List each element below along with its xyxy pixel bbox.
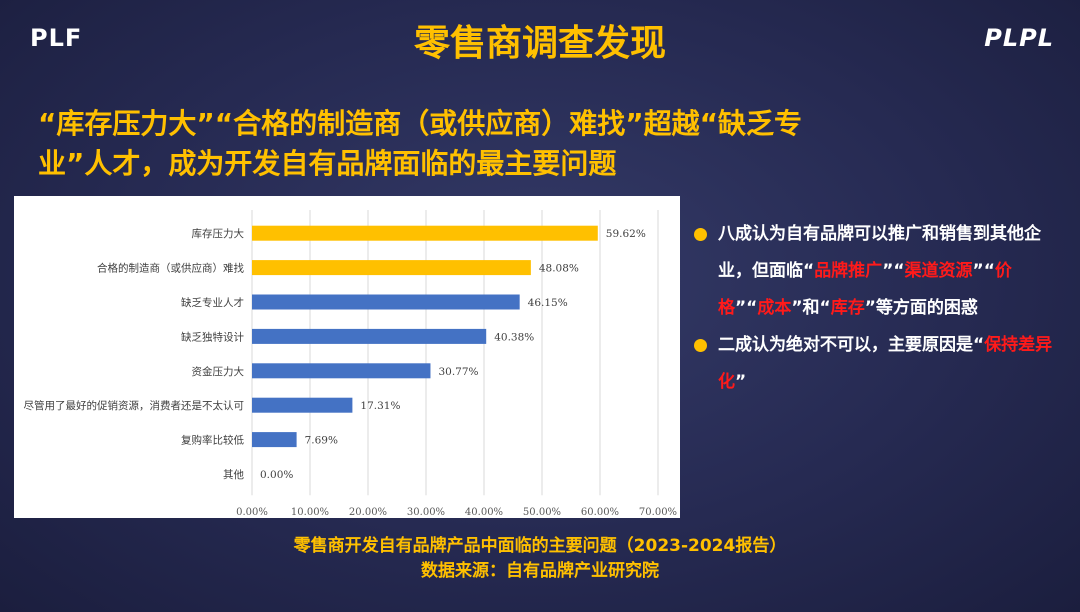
bullet-segment: 二成认为绝对不可以，主要原因是“ xyxy=(718,335,985,355)
highlight-keyword: 价格 xyxy=(718,261,1012,318)
headline: “库存压力大”“合格的制造商（或供应商）难找”超越“缺乏专 业”人才，成为开发自… xyxy=(38,104,958,184)
value-label: 7.69% xyxy=(305,435,338,447)
bar xyxy=(252,294,520,310)
bar xyxy=(252,397,353,413)
category-label: 复购率比较低 xyxy=(181,434,244,447)
category-label: 合格的制造商（或供应商）难找 xyxy=(97,262,244,275)
bullet-segment: ”等方面的困惑 xyxy=(864,298,978,318)
bar xyxy=(252,328,487,344)
value-label: 48.08% xyxy=(539,263,579,275)
category-label: 库存压力大 xyxy=(192,227,245,240)
bullet-text-2: 二成认为绝对不可以，主要原因是“保持差异化” xyxy=(718,335,1052,392)
page-title: 零售商调查发现 xyxy=(413,23,666,64)
bullet-item-2: 二成认为绝对不可以，主要原因是“保持差异化” xyxy=(692,327,1062,401)
value-label: 17.31% xyxy=(360,400,400,412)
brand-logo-left: PLF xyxy=(30,24,83,52)
bullet-segment: ”“ xyxy=(735,298,758,318)
x-tick-label: 60.00% xyxy=(581,507,619,518)
bar xyxy=(252,432,297,448)
category-label: 缺乏独特设计 xyxy=(181,330,244,343)
highlight-keyword: 品牌推广 xyxy=(814,261,883,281)
headline-line-1: “库存压力大”“合格的制造商（或供应商）难找”超越“缺乏专 xyxy=(38,107,803,140)
x-tick-label: 50.00% xyxy=(523,507,561,518)
value-label: 40.38% xyxy=(494,331,534,343)
x-tick-label: 30.00% xyxy=(407,507,445,518)
highlight-keyword: 库存 xyxy=(830,298,865,318)
x-tick-label: 20.00% xyxy=(349,507,387,518)
bullet-segment: ”和“ xyxy=(791,298,831,318)
bullet-text-1: 八成认为自有品牌可以推广和销售到其他企业，但面临“品牌推广”“渠道资源”“价格”… xyxy=(718,224,1041,318)
caption-title: 零售商开发自有品牌产品中面临的主要问题（2023-2024报告） xyxy=(293,536,787,556)
highlight-keyword: 保持差异化 xyxy=(718,335,1053,392)
bullet-segment: ”“ xyxy=(882,261,905,281)
x-tick-label: 0.00% xyxy=(236,507,268,518)
highlight-keyword: 成本 xyxy=(757,298,792,318)
bar xyxy=(252,260,531,276)
value-label: 46.15% xyxy=(528,297,568,309)
bullet-segment: 八成认为自有品牌可以推广和销售到其他企业，但面临“ xyxy=(718,224,1041,281)
bullet-item-1: 八成认为自有品牌可以推广和销售到其他企业，但面临“品牌推广”“渠道资源”“价格”… xyxy=(692,216,1062,327)
value-label: 59.62% xyxy=(606,228,646,240)
x-tick-label: 70.00% xyxy=(639,507,677,518)
caption-source: 数据来源：自有品牌产业研究院 xyxy=(421,561,659,581)
category-label: 缺乏专业人才 xyxy=(181,296,244,309)
headline-line-2: 业”人才，成为开发自有品牌面临的最主要问题 xyxy=(38,147,617,180)
category-label: 其他 xyxy=(223,468,244,481)
brand-logo-right: PLPL xyxy=(984,24,1054,52)
value-label: 30.77% xyxy=(438,366,478,378)
category-label: 资金压力大 xyxy=(192,365,245,378)
bar-chart: 0.00% 10.00% 20.00% 30.00% 40.00% 50.00% 60.00… xyxy=(24,210,677,518)
bullet-dot-icon xyxy=(694,228,707,241)
bullet-segment: ”“ xyxy=(972,261,995,281)
value-label: 0.00% xyxy=(260,469,293,481)
bar xyxy=(252,225,598,241)
bullet-segment: ” xyxy=(735,372,747,392)
bullet-dot-icon xyxy=(694,339,707,352)
bullet-list: 八成认为自有品牌可以推广和销售到其他企业，但面临“品牌推广”“渠道资源”“价格”… xyxy=(692,216,1062,401)
bar xyxy=(252,363,431,379)
chart-panel: 0.00% 10.00% 20.00% 30.00% 40.00% 50.00% 60.00… xyxy=(14,196,680,518)
category-label: 尽管用了最好的促销资源，消费者还是不太认可 xyxy=(24,399,245,412)
x-tick-label: 10.00% xyxy=(291,507,329,518)
x-tick-label: 40.00% xyxy=(465,507,503,518)
caption: 零售商开发自有品牌产品中面临的主要问题（2023-2024报告） 数据来源：自有… xyxy=(0,534,1080,584)
highlight-keyword: 渠道资源 xyxy=(904,261,973,281)
